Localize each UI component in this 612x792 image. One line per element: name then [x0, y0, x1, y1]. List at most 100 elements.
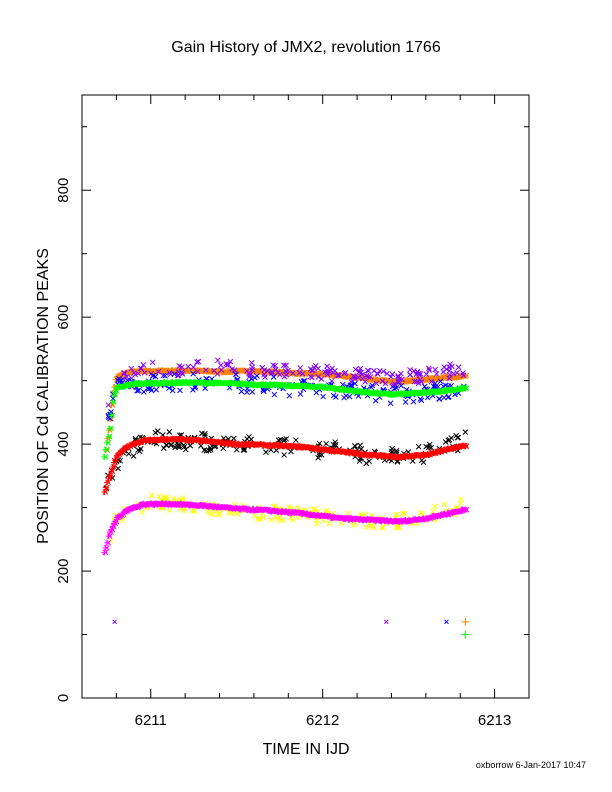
data-point-x — [455, 364, 462, 371]
data-point-x — [249, 364, 256, 370]
data-point-x — [155, 368, 162, 375]
data-point-plus — [267, 441, 274, 448]
data-point-x — [316, 451, 323, 458]
data-point-x — [134, 387, 140, 394]
data-point-x — [332, 439, 339, 445]
data-point-x — [426, 444, 432, 451]
data-point-x — [401, 510, 408, 517]
data-point-x — [432, 383, 439, 390]
data-point-x — [207, 446, 214, 453]
data-point-x — [352, 520, 359, 527]
data-point-x — [268, 516, 274, 523]
data-point-plus — [285, 509, 292, 516]
data-point-x — [374, 370, 381, 377]
data-point-plus — [108, 402, 115, 409]
data-point-x — [248, 359, 255, 366]
data-point-x — [163, 442, 169, 448]
data-point-x — [176, 442, 182, 449]
data-point-x — [357, 511, 364, 517]
data-point-x — [194, 368, 201, 375]
data-point-plus — [104, 439, 111, 446]
data-point-plus — [108, 526, 115, 533]
data-point-x — [269, 369, 276, 375]
data-point-x — [110, 464, 117, 470]
data-point-x — [423, 371, 430, 378]
data-point-x — [452, 391, 458, 398]
data-point-x — [410, 398, 417, 405]
data-point-x — [199, 430, 205, 437]
data-point-x — [301, 377, 308, 384]
data-point-x — [105, 402, 112, 408]
data-point-plus — [322, 383, 329, 390]
data-point-x — [233, 371, 239, 378]
data-point-x — [367, 373, 374, 380]
data-point-x — [299, 370, 306, 377]
data-point-x — [153, 386, 160, 393]
data-point-x — [230, 435, 237, 442]
data-point-x — [263, 449, 269, 455]
data-point-x — [307, 373, 314, 380]
data-point-x — [206, 447, 212, 454]
data-point-x — [102, 454, 109, 460]
footer-credit: oxborrow 6-Jan-2017 10:47 — [476, 760, 586, 770]
data-point-x — [399, 510, 406, 517]
data-point-plus — [462, 443, 469, 450]
data-point-x — [231, 367, 238, 373]
data-point-x — [108, 409, 114, 415]
data-point-plus — [279, 507, 286, 514]
data-point-x — [384, 370, 390, 377]
data-point-x — [281, 452, 287, 458]
data-point-x — [148, 492, 155, 499]
data-point-x — [177, 387, 183, 394]
data-point-x — [108, 425, 114, 432]
data-point-x — [138, 365, 145, 372]
data-point-x — [310, 367, 316, 374]
y-tick-label: 200 — [55, 559, 72, 584]
data-point-x — [418, 379, 425, 385]
data-point-x — [264, 368, 271, 374]
data-point-x — [174, 372, 181, 379]
data-point-x — [161, 494, 168, 500]
data-point-x — [233, 446, 240, 453]
data-point-plus — [154, 368, 161, 375]
data-point-x — [103, 446, 110, 453]
outlier-point-3 — [444, 619, 449, 625]
data-point-plus — [405, 518, 412, 525]
data-point-x — [130, 453, 137, 459]
data-point-plus — [102, 544, 109, 551]
data-point-x — [115, 465, 121, 472]
data-point-x — [168, 442, 175, 448]
data-point-x — [411, 378, 418, 385]
data-point-x — [217, 510, 223, 517]
data-point-x — [191, 508, 198, 514]
data-point-x — [218, 367, 225, 373]
data-point-x — [440, 369, 447, 375]
data-point-x — [382, 380, 389, 387]
data-point-x — [320, 393, 326, 400]
outlier-point-1 — [112, 619, 118, 625]
data-point-x — [460, 372, 467, 379]
axis-ticks: 6211 6212 6213 0 200 400 600 800 — [55, 95, 530, 729]
data-point-x — [262, 374, 268, 380]
series-4 — [101, 378, 470, 460]
data-point-x — [179, 364, 185, 370]
data-point-x — [309, 367, 315, 374]
data-point-x — [135, 447, 141, 453]
y-tick-label: 0 — [55, 694, 72, 702]
data-point-plus — [112, 456, 119, 463]
data-point-x — [420, 459, 427, 466]
outlier-point-4 — [461, 617, 470, 626]
data-point-x — [180, 442, 187, 448]
data-point-x — [106, 433, 113, 440]
data-point-x — [185, 363, 192, 370]
data-point-x — [246, 433, 252, 440]
data-point-x — [102, 489, 109, 495]
data-point-x — [119, 517, 125, 524]
data-point-x — [283, 372, 290, 378]
data-point-x — [202, 385, 208, 392]
data-point-x — [314, 520, 320, 527]
data-point-x — [323, 440, 330, 447]
data-point-plus — [111, 459, 118, 466]
data-point-plus — [105, 475, 112, 482]
